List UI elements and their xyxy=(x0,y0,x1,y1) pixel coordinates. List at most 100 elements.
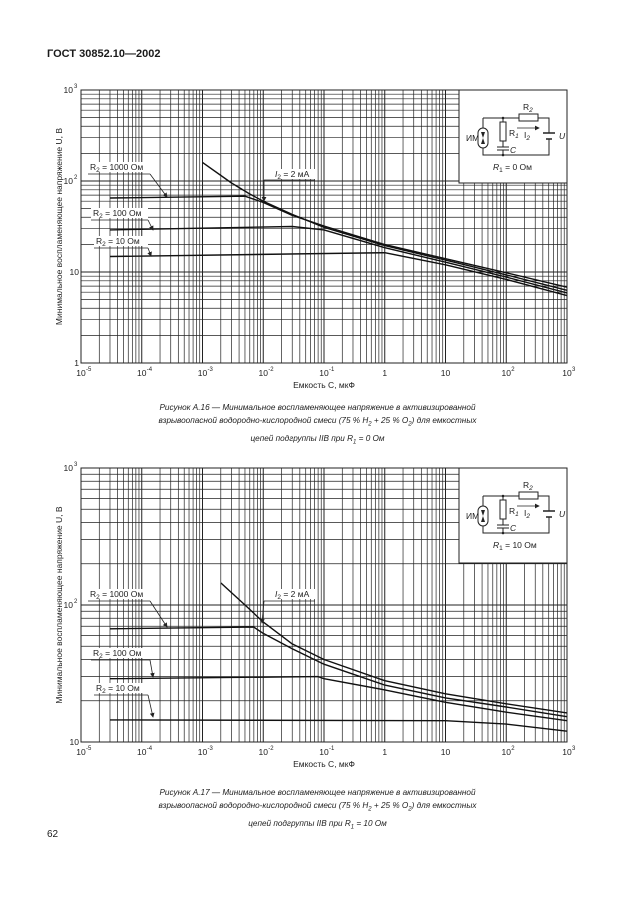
annotation-leader xyxy=(94,694,153,717)
label-main: 10 xyxy=(76,368,86,378)
y-tick-label: 10 xyxy=(70,267,80,277)
annotation-2: R2 = 100 Ом xyxy=(91,208,153,230)
x-tick-exponent: -4 xyxy=(147,746,153,752)
inset-condition: R1 = 10 Ом xyxy=(493,540,537,552)
label-main: 10 xyxy=(441,747,451,757)
y-tick-label: 10 xyxy=(64,176,74,186)
circuit-wires xyxy=(482,117,550,156)
caption-line: взрывоопасной водородно-кислородной смес… xyxy=(158,801,477,813)
label-subscript: 2 xyxy=(96,594,100,601)
label-main: 10 xyxy=(441,368,451,378)
device-label: ИМ xyxy=(466,133,479,143)
igniter-icon xyxy=(477,127,489,149)
circuit-wires xyxy=(482,495,550,534)
label-main: R xyxy=(96,683,102,693)
label-subscript: 2 xyxy=(96,167,100,174)
x-tick-label: 10 xyxy=(198,747,208,757)
x-tick-exponent: -5 xyxy=(86,746,92,752)
x-tick-exponent: 2 xyxy=(511,367,515,373)
x-tick-label: 10 xyxy=(319,747,329,757)
label-rest: = 0 Ом xyxy=(503,162,532,172)
caption-line: Рисунок А.16 — Минимальное воспламеняюще… xyxy=(159,403,476,412)
r2-label: R2 xyxy=(523,480,533,492)
label-main: 10 xyxy=(259,747,269,757)
y-tick-exponent: 3 xyxy=(74,84,78,90)
plot-frame xyxy=(80,89,568,364)
device-label: ИМ xyxy=(466,511,479,521)
annotation-label: I2 = 2 мА xyxy=(275,169,310,181)
label-main: 10 xyxy=(502,368,512,378)
label-main: R xyxy=(93,208,99,218)
battery-icon xyxy=(543,132,555,140)
label-main: R xyxy=(523,480,529,490)
annotation-label: R2 = 10 Ом xyxy=(96,236,140,248)
x-tick-label: 10 xyxy=(259,368,269,378)
x-tick-label: 1 xyxy=(382,747,387,757)
figure-caption-a17: Рисунок А.17 — Минимальное воспламеняюще… xyxy=(60,786,575,834)
series-line-1 xyxy=(109,626,568,718)
resistor-r2-icon xyxy=(518,491,539,500)
label-main: 10 xyxy=(259,368,269,378)
y-tick-label: 10 xyxy=(64,463,74,473)
x-tick-label: 10 xyxy=(502,747,512,757)
caption-line: цепей подгруппы IIB при R1 = 10 Ом xyxy=(248,818,387,831)
u-label: U xyxy=(559,509,566,519)
x-tick-exponent: -1 xyxy=(329,367,335,373)
x-tick-exponent: -2 xyxy=(268,367,274,373)
igniter-electrodes-icon xyxy=(481,510,485,522)
figure-caption-a16: Рисунок А.16 — Минимальное воспламеняюще… xyxy=(60,401,575,449)
c-label: C xyxy=(510,145,517,155)
x-tick-exponent: -2 xyxy=(268,746,274,752)
y-tick-label: 1 xyxy=(74,358,79,368)
label-main: 10 xyxy=(137,368,147,378)
label-subscript: 2 xyxy=(99,653,103,660)
series-line-3 xyxy=(109,675,568,722)
caption-line: цепей подгруппы IIB при R1 = 0 Ом xyxy=(250,433,385,446)
series-line-3 xyxy=(109,225,568,294)
u-label: U xyxy=(559,131,566,141)
y-axis-label: Минимальное воспламеняющее напряжение U,… xyxy=(54,128,64,325)
y-axis-label: Минимальное воспламеняющее напряжение U,… xyxy=(54,506,64,703)
label-subscript: 2 xyxy=(102,241,106,248)
label-subscript: 2 xyxy=(277,594,281,601)
label-rest: = 2 мА xyxy=(281,169,310,179)
i2-label: I2 xyxy=(524,508,530,520)
annotation-2: R2 = 100 Ом xyxy=(91,648,153,677)
label-subscript: 1 xyxy=(499,545,503,552)
label-main: R xyxy=(509,128,515,138)
label-main: 10 xyxy=(562,747,572,757)
annotation-background xyxy=(94,236,148,246)
inset-condition: R1 = 0 Ом xyxy=(493,162,532,174)
resistor-r1-icon xyxy=(499,121,507,142)
label-subscript: 2 xyxy=(277,174,281,181)
label-subscript: 2 xyxy=(102,688,106,695)
x-tick-label: 10 xyxy=(137,368,147,378)
battery-icon xyxy=(543,510,555,518)
series-line-1 xyxy=(109,195,568,288)
label-main: 10 xyxy=(562,368,572,378)
label-rest: = 1000 Ом xyxy=(100,162,144,172)
series-line-4 xyxy=(109,252,568,297)
label-subscript: 2 xyxy=(528,107,533,114)
annotation-background xyxy=(264,589,315,599)
annotation-label: R2 = 100 Ом xyxy=(93,208,142,220)
label-main: R xyxy=(93,648,99,658)
label-subscript: 2 xyxy=(525,513,530,520)
label-rest: = 100 Ом xyxy=(103,648,142,658)
x-tick-exponent: 3 xyxy=(572,367,576,373)
x-tick-label: 10 xyxy=(502,368,512,378)
node-dot xyxy=(501,116,505,120)
label-rest: = 10 Ом xyxy=(503,540,537,550)
y-tick-label: 10 xyxy=(70,737,80,747)
label-subscript: 1 xyxy=(499,167,503,174)
annotation-leader xyxy=(264,179,315,201)
label-main: 1 xyxy=(382,747,387,757)
label-main: 10 xyxy=(502,747,512,757)
x-tick-label: 10 xyxy=(137,747,147,757)
